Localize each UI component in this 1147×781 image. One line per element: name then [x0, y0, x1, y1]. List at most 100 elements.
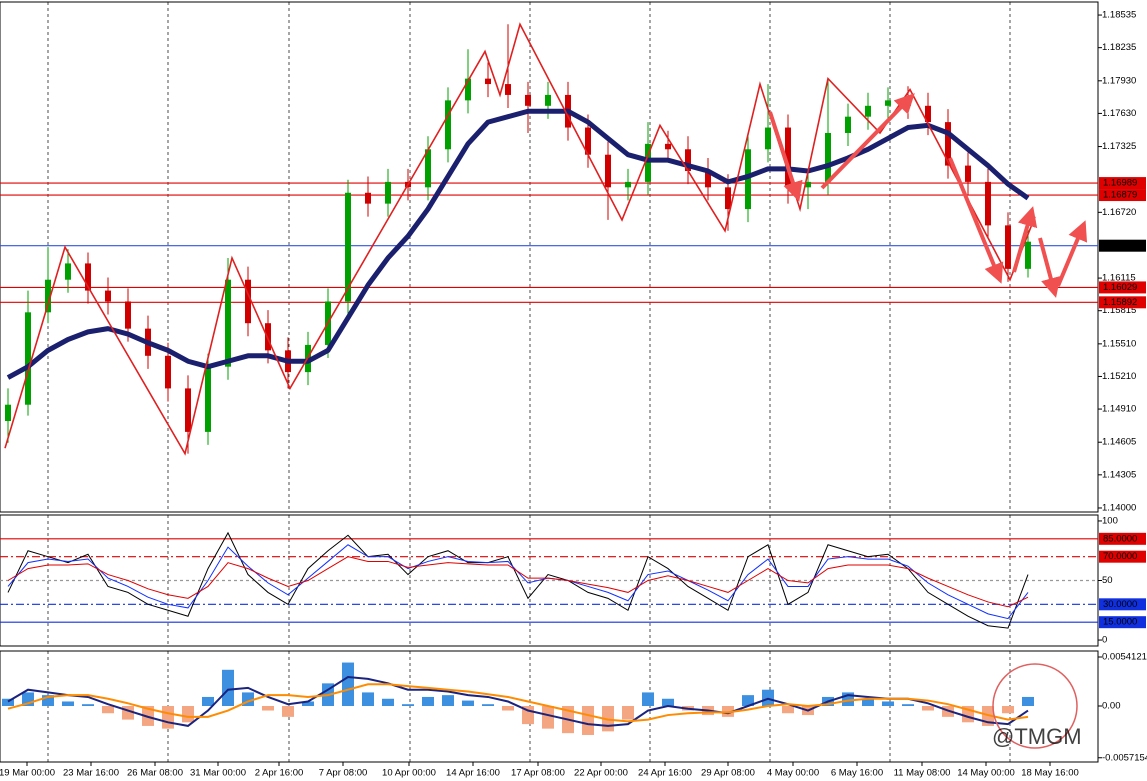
histogram-bar	[362, 692, 374, 707]
histogram-bar	[862, 698, 874, 707]
series-line	[7, 556, 1029, 608]
candle-body	[85, 263, 91, 291]
candle-body	[685, 149, 691, 172]
level-label: 1.16879	[1103, 190, 1137, 201]
candle-body	[865, 105, 871, 117]
y-tick-label: 1.15510	[1102, 338, 1136, 349]
y-tick-label: 1.16115	[1102, 273, 1136, 284]
y-tick-label: 1.16720	[1102, 207, 1136, 218]
candle-body	[105, 290, 111, 302]
level-label: 30.0000	[1103, 599, 1137, 610]
level-label-box	[1099, 532, 1146, 545]
histogram-bar	[542, 706, 554, 729]
candle-body	[465, 78, 471, 101]
highlight-circle	[992, 663, 1078, 749]
y-tick-label: 50	[1102, 575, 1113, 586]
level-label: 1.16989	[1103, 178, 1137, 189]
histogram-bar	[302, 701, 314, 707]
histogram-bar	[62, 701, 74, 707]
candle-body	[585, 127, 591, 155]
candle-body	[945, 122, 951, 166]
histogram-bar	[502, 706, 514, 711]
candle-body	[45, 279, 51, 313]
histogram-bar	[642, 692, 654, 707]
candle-body	[985, 181, 991, 226]
candle-body	[185, 388, 191, 432]
histogram-bar	[1022, 696, 1034, 707]
candle-body	[665, 143, 671, 150]
candle-body	[1005, 225, 1011, 269]
y-tick-label: -0.0057154	[1102, 752, 1147, 763]
x-tick-label: 18 May 16:00	[1021, 768, 1079, 779]
level-label: 1.16029	[1103, 282, 1137, 293]
arrow	[1012, 206, 1038, 273]
level-label: 1.16413	[1103, 240, 1137, 251]
x-tick-label: 14 May 00:00	[957, 768, 1015, 779]
level-label-box	[1099, 550, 1146, 563]
candle-body	[345, 192, 351, 302]
drawn-arrows	[768, 93, 1088, 298]
histogram-bar	[422, 696, 434, 707]
x-tick-label: 31 Mar 00:00	[190, 768, 246, 779]
histogram-bar	[882, 701, 894, 707]
y-tick-label: 0.0054121	[1102, 652, 1147, 663]
candle-body	[225, 279, 231, 367]
y-tick-label: 1.14305	[1102, 469, 1136, 480]
histogram-bar	[42, 695, 54, 707]
level-label: 15.0000	[1103, 617, 1137, 628]
level-label: 70.0000	[1103, 551, 1137, 562]
x-tick-label: 26 Mar 08:00	[127, 768, 183, 779]
histogram-bar	[402, 704, 414, 707]
candle-body	[385, 181, 391, 204]
candle-body	[545, 94, 551, 106]
histogram-bar	[782, 706, 794, 714]
candle-body	[625, 181, 631, 188]
candle-body	[885, 100, 891, 106]
y-tick-label: 1.15815	[1102, 305, 1136, 316]
histogram-bar	[902, 704, 914, 707]
series-line	[7, 531, 1029, 629]
histogram-bar	[582, 706, 594, 735]
candle-body	[845, 116, 851, 133]
histogram-bar	[282, 706, 294, 717]
histogram-bar	[922, 706, 934, 711]
candle-body	[825, 132, 831, 182]
series-line	[7, 676, 1029, 727]
candle-body	[265, 323, 271, 351]
candle-body	[765, 127, 771, 150]
candle-body	[425, 149, 431, 188]
histogram-bar	[442, 695, 454, 707]
y-tick-label: 1.17325	[1102, 141, 1136, 152]
candle-body	[445, 100, 451, 150]
histogram-bar	[342, 662, 354, 707]
level-label-box	[1099, 239, 1146, 252]
candle-body	[125, 301, 131, 329]
y-tick-label: 100	[1102, 515, 1118, 526]
candle-body	[165, 355, 171, 389]
x-tick-label: 7 Apr 08:00	[319, 768, 368, 779]
series-line	[7, 683, 1029, 723]
y-tick-label: 0.00	[1102, 701, 1121, 712]
level-label-box	[1099, 616, 1146, 629]
panel-frame	[0, 1, 1099, 513]
level-label-box	[1099, 189, 1146, 202]
y-tick-label: 1.17630	[1102, 108, 1136, 119]
candle-body	[505, 84, 511, 95]
histogram-bar	[262, 706, 274, 711]
candle-body	[5, 404, 11, 422]
x-tick-label: 4 May 00:00	[767, 768, 819, 779]
histogram-bar	[382, 698, 394, 707]
histogram-bar	[222, 669, 234, 707]
y-tick-label: 1.18535	[1102, 10, 1136, 21]
level-label-box	[1099, 177, 1146, 190]
x-tick-label: 14 Apr 16:00	[446, 768, 500, 779]
candle-body	[365, 192, 371, 204]
histogram-bar	[102, 706, 114, 714]
x-tick-label: 22 Apr 00:00	[574, 768, 628, 779]
candle-body	[785, 127, 791, 188]
candle-body	[485, 78, 491, 85]
y-tick-label: 1.14910	[1102, 404, 1136, 415]
candle-body	[245, 279, 251, 324]
x-tick-label: 24 Apr 16:00	[638, 768, 692, 779]
